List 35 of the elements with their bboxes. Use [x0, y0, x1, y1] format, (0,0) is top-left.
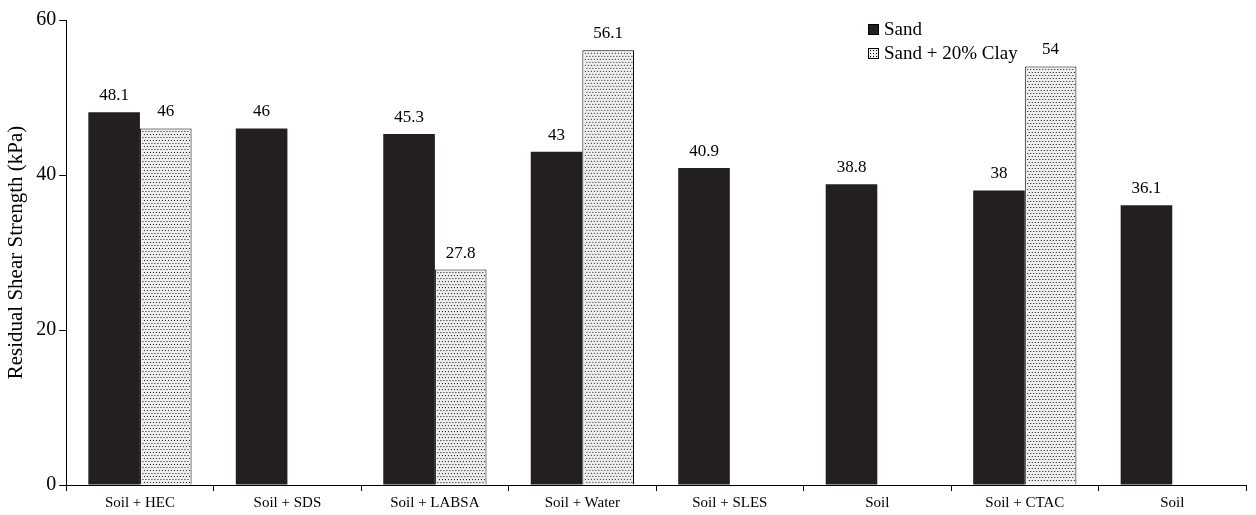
data-label: 27.8 [445, 242, 476, 262]
x-tick-label: Soil + LABSA [390, 493, 480, 510]
data-label: 45.3 [394, 106, 424, 126]
data-label: 36.1 [1131, 178, 1162, 198]
y-tick-label: 20 [36, 317, 57, 340]
x-tick-label: Soil + SLES [692, 493, 768, 510]
y-tick-label: 0 [46, 472, 57, 495]
y-tick-label: 40 [36, 162, 57, 185]
data-label: 46 [157, 101, 175, 121]
bar [1120, 205, 1173, 485]
x-tick-label: Soil + HEC [104, 493, 176, 510]
x-tick-label: Soil [1160, 493, 1185, 510]
data-label: 38 [990, 163, 1008, 183]
x-tick-label: Soil + Water [544, 493, 621, 510]
data-label: 56.1 [593, 23, 624, 43]
bar [383, 133, 435, 485]
data-label: 43 [548, 124, 566, 144]
data-label: 54 [1042, 39, 1060, 59]
data-label: 38.8 [836, 157, 867, 177]
y-axis-title: Residual Shear Strength (kPa) [3, 125, 28, 380]
x-tick-label: Soil + CTAC [985, 493, 1065, 510]
bar [825, 184, 878, 485]
x-tick-label: Soil + SDS [253, 493, 322, 510]
bar [88, 112, 140, 485]
y-tick-label: 60 [36, 7, 57, 30]
data-label: 46 [253, 101, 271, 121]
legend-label: Sand + 20% Clay [884, 42, 1018, 64]
data-label: 40.9 [689, 140, 719, 160]
legend-label: Sand [884, 18, 922, 40]
bar [235, 128, 288, 485]
data-label: 48.1 [99, 85, 129, 105]
bar [678, 168, 730, 485]
bar [973, 190, 1025, 485]
bar [530, 151, 583, 485]
x-tick-label: Soil [865, 493, 890, 510]
